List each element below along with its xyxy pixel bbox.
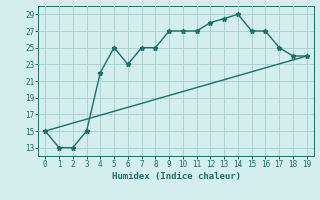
X-axis label: Humidex (Indice chaleur): Humidex (Indice chaleur) — [111, 172, 241, 181]
